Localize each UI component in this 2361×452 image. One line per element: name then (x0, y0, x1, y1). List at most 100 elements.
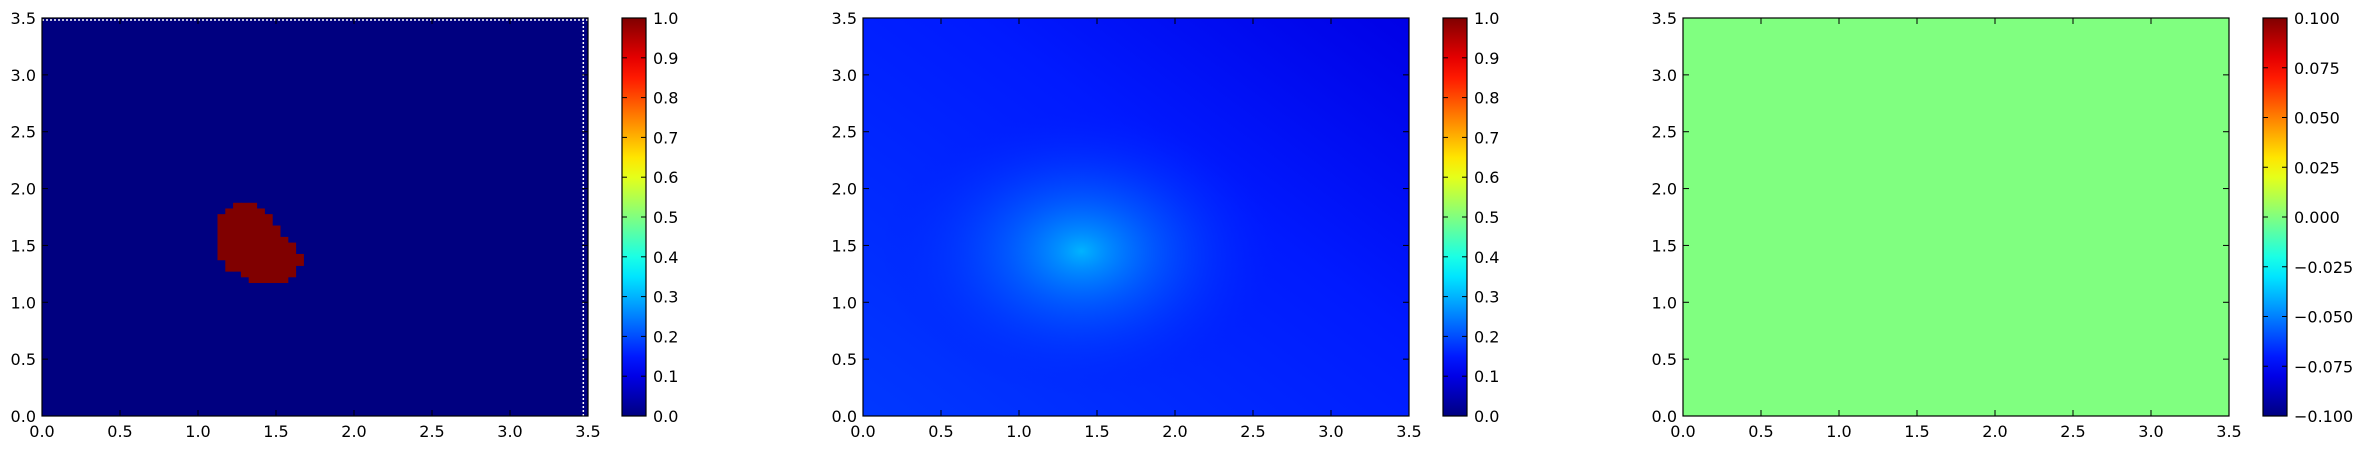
heatmap-cell (240, 219, 250, 227)
heatmap-cell (217, 242, 226, 249)
y-tick-label: 3.0 (11, 66, 36, 85)
heatmap-cell (240, 248, 250, 255)
x-tick-label: 1.0 (185, 422, 210, 441)
x-tick-label: 0.5 (928, 422, 953, 441)
heatmap-cell (256, 231, 265, 238)
heatmap-cell (225, 225, 234, 232)
y-tick-label: 2.5 (1652, 123, 1677, 142)
heatmap-cell (248, 236, 258, 244)
heatmap-cell (225, 259, 234, 266)
y-tick-label: 2.0 (11, 180, 36, 199)
colorbar-tick-label: 0.7 (1474, 128, 1499, 147)
x-tick-label: 1.5 (1904, 422, 1929, 441)
colorbar-tick-label: 0.0 (653, 407, 678, 426)
colorbar-tick-label: 0.4 (1474, 248, 1499, 267)
colorbar-tick-label: 0.050 (2294, 109, 2340, 128)
heatmap-cell (264, 219, 273, 227)
heatmap-peak (863, 18, 1409, 416)
heatmap-cell (225, 265, 234, 272)
x-tick-label: 3.5 (1396, 422, 1421, 441)
y-tick-label: 0.5 (832, 350, 857, 369)
heatmap-cell (217, 236, 226, 244)
heatmap-cell (217, 253, 226, 261)
heatmap-cell (248, 231, 258, 238)
colorbar-tick-label: 1.0 (653, 9, 678, 28)
y-tick-label: 1.0 (832, 293, 857, 312)
y-tick-label: 1.0 (11, 293, 36, 312)
y-tick-label: 3.5 (11, 9, 36, 28)
heatmap-cell (272, 271, 281, 278)
heatmap-cell (295, 253, 304, 261)
heatmap-cell (248, 276, 258, 283)
heatmap-cell (264, 253, 273, 261)
x-tick-label: 1.5 (263, 422, 288, 441)
heatmap-cell (233, 219, 242, 227)
heatmap-cell (256, 219, 265, 227)
x-tick-label: 2.5 (1240, 422, 1265, 441)
colorbar-tick-label: 0.9 (653, 49, 678, 68)
heatmap-field (42, 18, 588, 416)
heatmap-cell (256, 208, 265, 215)
heatmap-cell (240, 208, 250, 215)
heatmap-background (42, 18, 588, 416)
x-tick-label: 3.0 (2138, 422, 2163, 441)
heatmap-cell (256, 271, 265, 278)
heatmap-cell (256, 242, 265, 249)
heatmap-cell (240, 253, 250, 261)
heatmap-cell (233, 236, 242, 244)
heatmap-cell (240, 242, 250, 249)
heatmap-cell (264, 259, 273, 266)
heatmap-cell (256, 259, 265, 266)
heatmap-cell (240, 231, 250, 238)
heatmap-cell (233, 231, 242, 238)
x-tick-label: 2.5 (2060, 422, 2085, 441)
heatmap-cell (217, 214, 226, 221)
x-tick-label: 1.5 (1084, 422, 1109, 441)
y-tick-label: 1.0 (1652, 293, 1677, 312)
colorbar-tick-label: −0.075 (2294, 357, 2353, 376)
heatmap-cell (240, 271, 250, 278)
heatmap-cell (225, 248, 234, 255)
axes-frame (862, 17, 1410, 417)
x-tick-label: 2.0 (1162, 422, 1187, 441)
heatmap-cell (256, 236, 265, 244)
colorbar-tick-label: 0.5 (653, 208, 678, 227)
panel-1: 0.0 0.5 1.0 1.5 2.0 2.5 3.0 3.5 0.0 0.5 1.0 1.5 2.0 2… (11, 9, 679, 441)
heatmap-cell (272, 265, 281, 272)
x-tick-label: 1.0 (1006, 422, 1031, 441)
heatmap-cell (264, 225, 273, 232)
heatmap-cell (225, 219, 234, 227)
x-tick-label: 3.0 (1318, 422, 1343, 441)
colorbar-tick-label: 1.0 (1474, 9, 1499, 28)
heatmap-cell (217, 225, 226, 232)
heatmap-cell (217, 231, 226, 238)
colorbar-tick-label: 0.1 (653, 367, 678, 386)
colorbar-tick-label: 0.075 (2294, 59, 2340, 78)
y-tick-label: 2.0 (832, 180, 857, 199)
heatmap-cell (248, 214, 258, 221)
heatmap-cell (279, 276, 289, 283)
y-tick-label: 3.5 (832, 9, 857, 28)
heatmap-cell (248, 259, 258, 266)
y-tick-label: 3.0 (832, 66, 857, 85)
heatmap-cell (279, 236, 289, 244)
heatmap-cell (248, 219, 258, 227)
y-tick-label: 1.5 (1652, 236, 1677, 255)
heatmap-cell (217, 219, 226, 227)
heatmap-cell (264, 214, 273, 221)
heatmap-cell (233, 265, 242, 272)
y-tick-label: 0.0 (832, 407, 857, 426)
colorbar-tick-label: −0.050 (2294, 308, 2353, 327)
heatmap-uniform (1683, 18, 2229, 416)
heatmap-cell (233, 253, 242, 261)
heatmap-cell (256, 214, 265, 221)
y-tick-label: 0.5 (11, 350, 36, 369)
heatmap-cell (248, 202, 258, 210)
colorbar-tick-label: 0.5 (1474, 208, 1499, 227)
heatmap-cell (256, 253, 265, 261)
heatmap-cell (233, 225, 242, 232)
heatmap-cell (256, 225, 265, 232)
heatmap-cell (264, 242, 273, 249)
x-tick-label: 0.0 (1670, 422, 1695, 441)
